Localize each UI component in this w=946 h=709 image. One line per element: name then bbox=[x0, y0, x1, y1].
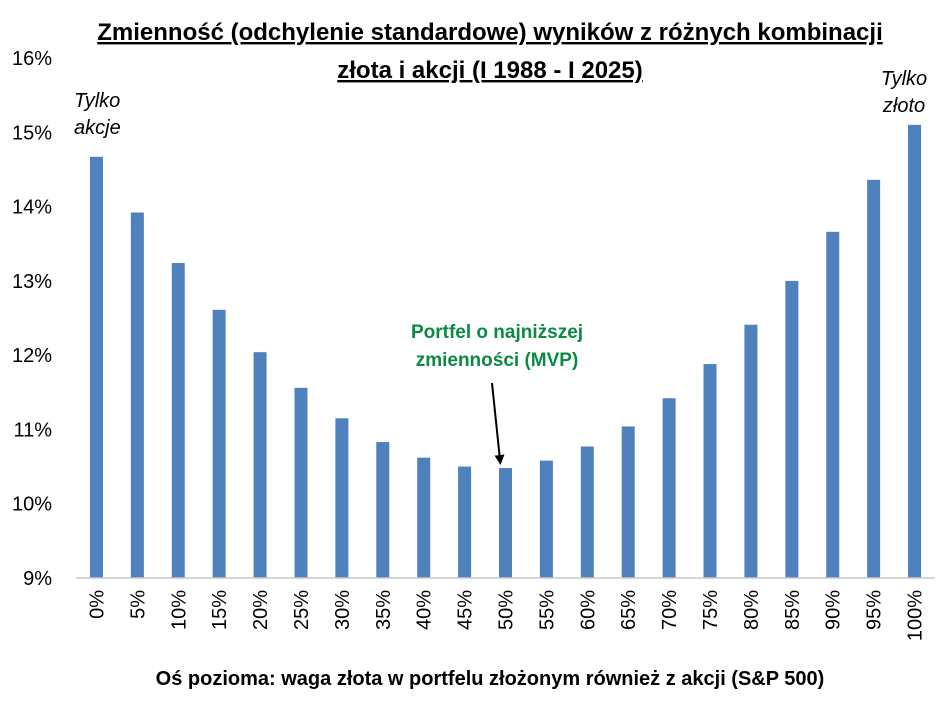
mvp-arrow bbox=[491, 382, 505, 465]
x-tick-label: 30% bbox=[332, 590, 354, 630]
y-tick-label: 11% bbox=[13, 419, 52, 441]
bar-65-pct bbox=[621, 426, 635, 578]
x-tick-label: 15% bbox=[209, 590, 231, 630]
bar-85-pct bbox=[785, 280, 799, 578]
y-tick-label: 9% bbox=[23, 568, 52, 590]
x-tick-label: 75% bbox=[700, 590, 722, 630]
x-axis-label: Oś pozioma: waga złota w portfelu złożon… bbox=[156, 668, 825, 690]
bar-90-pct bbox=[826, 231, 840, 579]
x-tick-label: 5% bbox=[127, 590, 149, 619]
bar-50-pct bbox=[499, 468, 512, 578]
annotation-only-gold-line-2: złoto bbox=[882, 95, 925, 117]
bar-100-pct bbox=[908, 124, 922, 578]
x-tick-label: 100% bbox=[905, 590, 927, 641]
x-tick-label: 40% bbox=[414, 590, 436, 630]
x-tick-label: 35% bbox=[373, 590, 395, 630]
x-tick-label: 10% bbox=[168, 590, 190, 630]
annotation-mvp-line-2: zmienności (MVP) bbox=[416, 350, 579, 371]
bar-45-pct bbox=[458, 466, 472, 578]
y-tick-label: 13% bbox=[12, 271, 52, 293]
x-tick-label: 80% bbox=[741, 590, 763, 630]
y-tick-label: 12% bbox=[12, 345, 52, 367]
bar-0-pct bbox=[89, 156, 103, 579]
x-tick-label: 70% bbox=[659, 590, 681, 630]
annotation-only-gold-line-1: Tylko bbox=[881, 68, 927, 90]
x-tick-label: 65% bbox=[618, 590, 640, 630]
annotation-mvp-line-1: Portfel o najniższej bbox=[411, 322, 583, 343]
bar-70-pct bbox=[662, 398, 676, 578]
x-tick-label: 20% bbox=[250, 590, 272, 630]
annotation-only-stocks-line-2: akcje bbox=[74, 117, 121, 139]
x-tick-label: 45% bbox=[455, 590, 477, 630]
bar-15-pct bbox=[212, 309, 226, 578]
chart-title-line-2: złota i akcji (I 1988 - I 2025) bbox=[337, 57, 642, 84]
bar-30-pct bbox=[335, 418, 349, 578]
bar-75-pct bbox=[703, 364, 717, 578]
bar-95-pct bbox=[867, 179, 881, 579]
x-tick-label: 95% bbox=[864, 590, 886, 630]
x-tick-label: 50% bbox=[496, 590, 518, 630]
bar-60-pct bbox=[580, 446, 594, 578]
bar-55-pct bbox=[539, 460, 553, 578]
y-tick-label: 14% bbox=[12, 197, 52, 219]
bar-25-pct bbox=[294, 387, 308, 578]
x-tick-label: 90% bbox=[823, 590, 845, 630]
x-tick-label: 0% bbox=[86, 590, 108, 619]
y-axis-ticks: 9% 10% 11% 12% 13% 14% 15% 16% bbox=[12, 48, 52, 590]
bar-35-pct bbox=[376, 442, 390, 578]
x-axis-ticks: 0% 5% 10% 15% 20% 25% 30% 35% 40% 45% 50% 55% 60% 65%… bbox=[86, 590, 926, 641]
bar-series bbox=[89, 124, 922, 579]
y-tick-label: 10% bbox=[12, 494, 52, 516]
chart-title-line-1: Zmienność (odchylenie standardowe) wynik… bbox=[97, 19, 882, 46]
x-tick-label: 60% bbox=[577, 590, 599, 630]
bar-10-pct bbox=[171, 263, 185, 578]
y-tick-label: 15% bbox=[12, 122, 52, 144]
x-tick-label: 55% bbox=[536, 590, 558, 630]
x-tick-label: 85% bbox=[782, 590, 804, 630]
annotation-only-stocks-line-1: Tylko bbox=[74, 90, 120, 112]
bar-5-pct bbox=[130, 212, 144, 578]
bar-20-pct bbox=[253, 352, 267, 578]
y-tick-label: 16% bbox=[12, 48, 52, 70]
x-tick-label: 25% bbox=[291, 590, 313, 630]
bar-80-pct bbox=[744, 324, 758, 578]
bar-40-pct bbox=[417, 457, 431, 578]
